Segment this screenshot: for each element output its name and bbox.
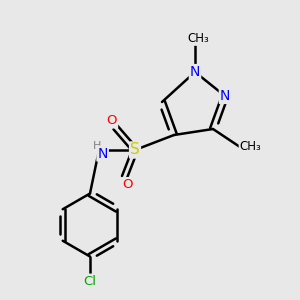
Text: CH₃: CH₃: [240, 140, 261, 154]
Text: S: S: [130, 142, 140, 158]
Text: N: N: [190, 65, 200, 79]
Text: O: O: [107, 114, 117, 128]
Text: N: N: [98, 147, 108, 160]
Text: CH₃: CH₃: [188, 32, 209, 45]
Text: Cl: Cl: [83, 274, 97, 288]
Text: H: H: [93, 141, 102, 152]
Text: O: O: [122, 178, 133, 191]
Text: N: N: [220, 89, 230, 103]
